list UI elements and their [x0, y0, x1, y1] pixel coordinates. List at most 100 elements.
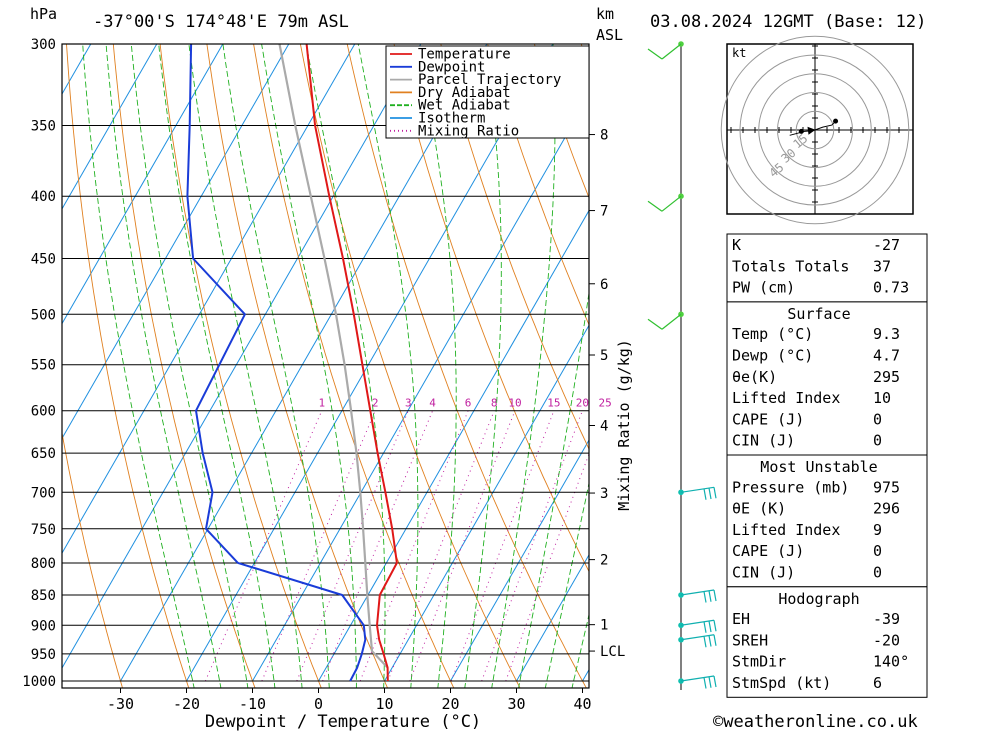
hodograph-trace-upper	[812, 120, 836, 132]
mixing-ratio-label: 8	[491, 397, 498, 410]
most-unstable-index-value: 0	[873, 564, 882, 582]
hodograph-section-title: Hodograph	[778, 590, 859, 608]
mixing-ratio-labels: 1 2 3 4 6 8 10 15 20 25	[318, 397, 611, 410]
legend-entry-label: Temperature	[418, 47, 511, 63]
wind-barb-staff	[680, 634, 715, 641]
pressure-tick-label: 500	[31, 307, 56, 323]
wind-barb-staff	[680, 486, 715, 493]
isotherm-line	[186, 44, 554, 682]
dewpoint-line	[186, 44, 367, 682]
legend-entry-label: Parcel Trajectory	[418, 72, 561, 88]
surface-index-label: CIN (J)	[732, 432, 795, 450]
wind-barb-flag	[708, 590, 712, 602]
pressure-tick-label: 850	[31, 588, 56, 604]
dry-adiabat-line	[253, 44, 455, 688]
legend-entry-label: Isotherm	[418, 111, 485, 127]
wind-barb-flag	[703, 621, 707, 633]
temperature-tick-label: 20	[441, 695, 459, 713]
wind-barb-staff	[680, 675, 715, 682]
surface-index-label: Dewp (°C)	[732, 347, 813, 365]
most-unstable-index-value: 296	[873, 500, 900, 518]
hodograph-index-value: -39	[873, 610, 900, 628]
wet-adiabat-line	[357, 44, 419, 688]
hodograph-index-value: 6	[873, 674, 882, 692]
mixing-ratio-label: 6	[465, 397, 472, 410]
isotherm-line	[62, 44, 422, 669]
datetime-title: 03.08.2024 12GMT (Base: 12)	[650, 12, 926, 32]
mixing-ratio-axis-title: Mixing Ratio (g/kg)	[615, 339, 633, 511]
hodograph-point	[798, 128, 804, 134]
wind-barb-flag	[708, 635, 712, 647]
wet-adiabat-line	[105, 44, 222, 688]
most-unstable-index-label: CIN (J)	[732, 564, 795, 582]
indices-section-box	[726, 586, 928, 698]
wind-barb-flag	[708, 676, 712, 688]
hodograph-ring	[777, 92, 853, 168]
pressure-tick-label: 700	[31, 485, 56, 501]
hodograph-index-value: 140°	[873, 653, 909, 671]
pressure-tick-label: 550	[31, 358, 56, 374]
hodograph-index-label: EH	[732, 610, 750, 628]
pressure-tick-label: 1000	[22, 674, 56, 690]
pressure-tick-label: 300	[31, 37, 56, 53]
wet-adiabat-line	[464, 44, 502, 688]
wet-adiabat-line	[417, 44, 457, 688]
wind-barb-flag	[703, 677, 707, 689]
location-title: -37°00'S 174°48'E 79m ASL	[93, 12, 349, 32]
indices-table: K -27 Totals Totals 37 PW (cm) 0.73 Surface Tem…	[726, 233, 928, 698]
isotherm-line	[318, 209, 589, 682]
wind-barb-flag	[713, 675, 717, 688]
most-unstable-index-label: Pressure (mb)	[732, 478, 849, 496]
general-index-value: 37	[873, 257, 891, 275]
wind-barb-staff	[680, 619, 715, 626]
wet-adiabat-line	[130, 44, 249, 688]
mixing-ratio-line	[359, 410, 469, 682]
mixing-ratio-label: 2	[372, 397, 379, 410]
plot-frame	[61, 43, 590, 689]
wet-adiabat-line	[82, 44, 195, 688]
wet-adiabat-line	[222, 44, 330, 688]
surface-section-title: Surface	[787, 305, 850, 323]
hodograph-ring	[739, 54, 891, 206]
pressure-tick-label: 900	[31, 618, 56, 634]
wind-barb-staff	[661, 195, 682, 212]
wind-barb-flag	[647, 318, 663, 330]
surface-index-value: 295	[873, 368, 900, 386]
hodograph-index-label: StmDir	[732, 653, 786, 671]
pressure-axis-labels: 300 350 400 450 500 550 600 650 700 750 800 850 900 9…	[22, 37, 56, 690]
height-tick-label: 4	[600, 419, 608, 435]
pressure-tick-label: 450	[31, 252, 56, 268]
wind-barb-staff	[661, 313, 682, 330]
pressure-unit-label: hPa	[30, 5, 57, 23]
legend-box	[385, 45, 590, 139]
dry-adiabat-line	[393, 44, 589, 573]
mixing-ratio-label: 4	[429, 397, 436, 410]
dry-adiabat-line	[159, 44, 322, 688]
isotherm-line	[252, 94, 589, 682]
pressure-tick-label: 650	[31, 446, 56, 462]
height-unit-label-asl: ASL	[596, 26, 623, 44]
dry-adiabat-line	[946, 26, 1000, 707]
wet-adiabat-line	[571, 612, 589, 688]
wind-barb-flag	[708, 620, 712, 633]
pressure-tick-label: 350	[31, 119, 56, 135]
mixing-ratio-label: 10	[508, 397, 521, 410]
wet-adiabat-line	[158, 44, 276, 688]
dry-adiabat-line	[299, 44, 521, 688]
temperature-tick-label: 30	[507, 695, 525, 713]
height-axis-labels: 8 7 6 5 4 3 2 1 LCL	[589, 128, 625, 660]
height-tick-label: 1	[600, 618, 608, 634]
surface-index-value: 0	[873, 410, 882, 428]
wind-barb-flag	[647, 48, 663, 60]
hodograph-ring	[720, 35, 910, 225]
mixing-ratio-line	[450, 410, 555, 682]
mixing-ratio-label: 25	[598, 397, 611, 410]
wind-barb-flag	[713, 487, 717, 499]
most-unstable-index-value: 0	[873, 542, 882, 560]
indices-section-box	[726, 233, 928, 303]
legend-entry-label: Wet Adiabat	[418, 98, 511, 114]
most-unstable-section-title: Most Unstable	[760, 458, 877, 476]
isotherm-line	[120, 44, 488, 682]
